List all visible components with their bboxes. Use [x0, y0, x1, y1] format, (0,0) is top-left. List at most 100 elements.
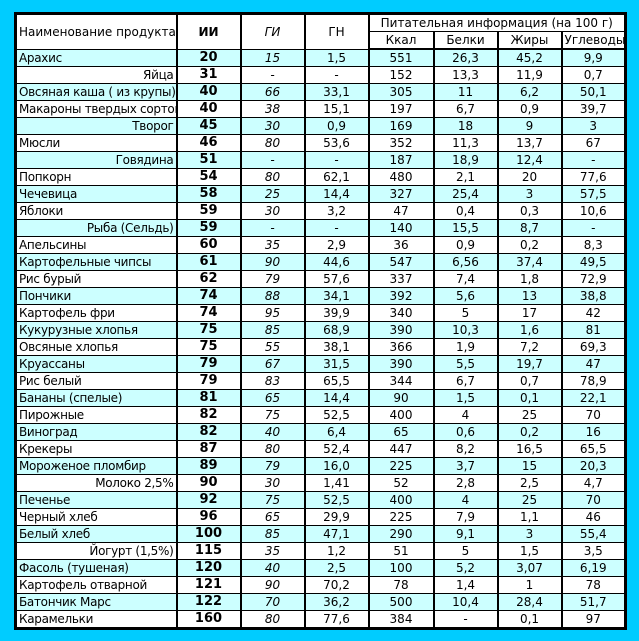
header-gn: ГН — [303, 13, 370, 50]
cell-protein: 15,5 — [432, 219, 499, 237]
cell-carbs: 9,9 — [560, 48, 627, 67]
cell-protein: 4 — [432, 406, 499, 424]
cell-ii: 79 — [175, 372, 242, 390]
cell-gi: 95 — [239, 304, 306, 322]
table-row: Арахис 20 15 1,5 551 26,3 45,2 9,9 — [14, 48, 627, 67]
cell-ii: 115 — [175, 542, 242, 560]
cell-carbs: 3 — [560, 117, 627, 135]
cell-protein: 4 — [432, 491, 499, 509]
cell-gn: 65,5 — [303, 372, 370, 390]
cell-gn: 39,9 — [303, 304, 370, 322]
cell-gi: - — [239, 151, 306, 169]
cell-kcal: 187 — [367, 151, 435, 169]
cell-gi: 40 — [239, 423, 306, 441]
cell-fat: 1,1 — [496, 508, 563, 526]
cell-name: Печенье — [14, 491, 178, 509]
table-row: Творог 45 30 0,9 169 18 9 3 — [14, 117, 627, 135]
cell-fat: 19,7 — [496, 355, 563, 373]
table-row: Йогурт (1,5%) 115 35 1,2 51 5 1,5 3,5 — [14, 542, 627, 560]
cell-name: Макароны твердых сортов — [14, 100, 178, 118]
cell-carbs: 16 — [560, 423, 627, 441]
cell-ii: 51 — [175, 151, 242, 169]
cell-ii: 75 — [175, 338, 242, 356]
cell-kcal: 225 — [367, 457, 435, 475]
cell-protein: 6,56 — [432, 253, 499, 271]
cell-carbs: 72,9 — [560, 270, 627, 288]
cell-ii: 62 — [175, 270, 242, 288]
cell-gn: 31,5 — [303, 355, 370, 373]
cell-name: Крекеры — [14, 440, 178, 458]
cell-ii: 59 — [175, 202, 242, 220]
cell-kcal: 197 — [367, 100, 435, 118]
cell-ii: 120 — [175, 559, 242, 577]
cell-name: Виноград — [14, 423, 178, 441]
cell-fat: 17 — [496, 304, 563, 322]
cell-ii: 31 — [175, 66, 242, 84]
table-row: Фасоль (тушеная) 120 40 2,5 100 5,2 3,07 6,19 — [14, 559, 627, 577]
cell-name: Говядина — [14, 151, 178, 169]
cell-gi: 80 — [239, 610, 306, 629]
cell-protein: 26,3 — [432, 48, 499, 67]
cell-gn: 2,9 — [303, 236, 370, 254]
cell-gi: 30 — [239, 474, 306, 492]
cell-fat: 7,2 — [496, 338, 563, 356]
header-nutrition: Питательная информация (на 100 г) — [367, 13, 627, 32]
cell-name: Фасоль (тушеная) — [14, 559, 178, 577]
cell-gn: 70,2 — [303, 576, 370, 594]
cell-ii: 82 — [175, 406, 242, 424]
cell-name: Картофель отварной — [14, 576, 178, 594]
cell-fat: 6,2 — [496, 83, 563, 101]
header-product-name: Наименование продукта — [14, 13, 178, 50]
cell-kcal: 340 — [367, 304, 435, 322]
cell-carbs: 69,3 — [560, 338, 627, 356]
cell-fat: 0,2 — [496, 423, 563, 441]
cell-gn: 3,2 — [303, 202, 370, 220]
table-row: Рис бурый 62 79 57,6 337 7,4 1,8 72,9 — [14, 270, 627, 288]
cell-gi: 30 — [239, 202, 306, 220]
cell-name: Батончик Марс — [14, 593, 178, 611]
cell-gn: 1,5 — [303, 48, 370, 67]
cell-name: Рыба (Сельдь) — [14, 219, 178, 237]
cell-ii: 75 — [175, 321, 242, 339]
cell-name: Яблоки — [14, 202, 178, 220]
cell-name: Бананы (спелые) — [14, 389, 178, 407]
cell-protein: 11 — [432, 83, 499, 101]
cell-gn: 52,5 — [303, 406, 370, 424]
cell-name: Овсяные хлопья — [14, 338, 178, 356]
cell-carbs: 78,9 — [560, 372, 627, 390]
cell-gn: 62,1 — [303, 168, 370, 186]
cell-carbs: 4,7 — [560, 474, 627, 492]
cell-gi: 80 — [239, 134, 306, 152]
cell-protein: 1,5 — [432, 389, 499, 407]
cell-kcal: 327 — [367, 185, 435, 203]
cell-fat: 8,7 — [496, 219, 563, 237]
table-row: Попкорн 54 80 62,1 480 2,1 20 77,6 — [14, 168, 627, 186]
cell-carbs: 67 — [560, 134, 627, 152]
cell-gn: 34,1 — [303, 287, 370, 305]
cell-fat: 12,4 — [496, 151, 563, 169]
cell-protein: 1,4 — [432, 576, 499, 594]
cell-gi: 75 — [239, 491, 306, 509]
cell-gn: 14,4 — [303, 389, 370, 407]
cell-carbs: 0,7 — [560, 66, 627, 84]
cell-carbs: 97 — [560, 610, 627, 629]
cell-ii: 54 — [175, 168, 242, 186]
cell-carbs: 20,3 — [560, 457, 627, 475]
cell-gn: 6,4 — [303, 423, 370, 441]
cell-fat: 25 — [496, 406, 563, 424]
table-row: Рыба (Сельдь) 59- -140 15,5 8,7- — [14, 219, 627, 237]
cell-gn: 2,5 — [303, 559, 370, 577]
cell-protein: 1,9 — [432, 338, 499, 356]
cell-kcal: 290 — [367, 525, 435, 543]
cell-ii: 100 — [175, 525, 242, 543]
table-row: Картофель фри 74 95 39,9 340 5 17 42 — [14, 304, 627, 322]
cell-kcal: 337 — [367, 270, 435, 288]
cell-kcal: 551 — [367, 48, 435, 67]
cell-kcal: 400 — [367, 491, 435, 509]
cell-gi: 79 — [239, 270, 306, 288]
cell-gn: 68,9 — [303, 321, 370, 339]
table-row: Крекеры 87 80 52,4 447 8,2 16,5 65,5 — [14, 440, 627, 458]
cell-name: Рис бурый — [14, 270, 178, 288]
cell-gi: 25 — [239, 185, 306, 203]
cell-name: Мороженое пломбир — [14, 457, 178, 475]
